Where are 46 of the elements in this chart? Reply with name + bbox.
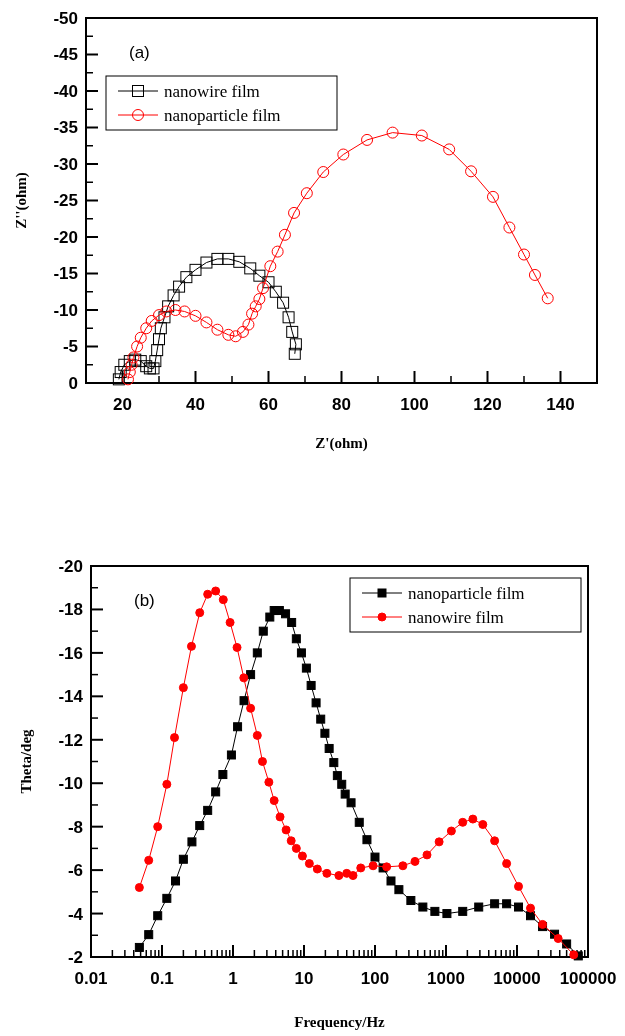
y-tick-label: -2	[67, 947, 83, 967]
y-tick-label: -20	[58, 556, 83, 576]
x-tick-label: 20	[113, 395, 132, 414]
y-tick-label: -20	[53, 227, 78, 247]
y-tick-label: 0	[68, 373, 78, 393]
x-tick-label: 0.01	[74, 969, 108, 988]
y-tick-label: -15	[53, 264, 78, 284]
y-tick-label: -16	[58, 643, 83, 663]
x-tick-label: 10	[294, 969, 314, 988]
x-tick-label: 1	[228, 969, 238, 988]
x-tick-label: 10000	[493, 969, 541, 988]
annotation: (b)	[134, 591, 155, 610]
y-tick-label: -8	[67, 817, 83, 837]
y-tick-label: -18	[58, 600, 83, 620]
x-tick-label: 0.1	[150, 969, 174, 988]
y-tick-label: -14	[58, 687, 84, 707]
legend-label: nanoparticle film	[408, 583, 525, 603]
x-tick-label: 100	[400, 395, 429, 414]
y-tick-label: -35	[53, 118, 78, 138]
y-tick-label: -45	[53, 45, 78, 65]
y-tick-label: -10	[58, 774, 83, 794]
x-tick-label: 40	[186, 395, 205, 414]
legend-label: nanowire film	[408, 607, 504, 627]
y-tick-label: -25	[53, 191, 78, 211]
y-tick-label: -4	[67, 904, 84, 924]
legend-label: nanoparticle film	[164, 105, 281, 125]
x-tick-label: 60	[259, 395, 278, 414]
x-tick-label: 120	[473, 395, 502, 414]
x-tick-label: 100000	[559, 969, 617, 988]
x-axis-title: Z'(ohm)	[315, 435, 368, 452]
x-tick-label: 1000	[427, 969, 465, 988]
y-tick-label: -40	[53, 81, 78, 101]
x-tick-label: 100	[360, 969, 390, 988]
y-axis-title: Z''(ohm)	[13, 172, 30, 229]
y-tick-label: -12	[58, 730, 83, 750]
y-tick-label: -50	[53, 8, 78, 28]
annotation: (a)	[129, 43, 150, 62]
y-tick-label: -5	[62, 337, 78, 357]
x-axis-title: Frequency/Hz	[294, 1014, 386, 1030]
y-tick-label: -6	[67, 861, 83, 881]
y-tick-label: -10	[53, 300, 78, 320]
y-axis-title: Theta/deg	[18, 728, 34, 794]
y-tick-label: -30	[53, 154, 78, 174]
legend-label: nanowire film	[164, 81, 260, 101]
x-tick-label: 80	[332, 395, 351, 414]
x-tick-label: 140	[546, 395, 575, 414]
